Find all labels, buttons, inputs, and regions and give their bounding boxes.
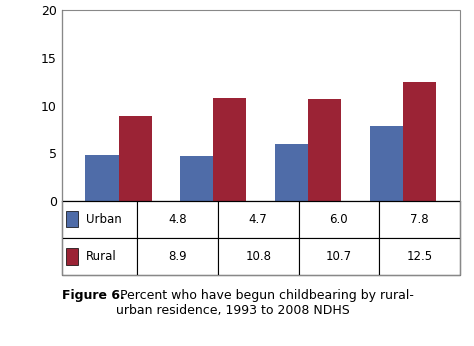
Text: Figure 6.: Figure 6. [62, 289, 124, 302]
Text: 10.7: 10.7 [326, 250, 352, 263]
Text: Urban: Urban [86, 213, 121, 226]
Bar [180, 156, 213, 201]
Text: Rural: Rural [86, 250, 117, 263]
Bar [379, 238, 460, 275]
Text: 7.8: 7.8 [410, 213, 429, 226]
Bar [66, 211, 79, 227]
Bar [62, 238, 137, 275]
Bar [118, 116, 152, 201]
Text: 4.7: 4.7 [249, 213, 268, 226]
Bar [62, 201, 137, 238]
Bar [370, 127, 403, 201]
Text: 12.5: 12.5 [406, 250, 433, 263]
Text: 6.0: 6.0 [329, 213, 348, 226]
Bar [299, 201, 379, 238]
Bar [137, 201, 218, 238]
Text: 10.8: 10.8 [245, 250, 271, 263]
Bar [218, 238, 299, 275]
Text: 8.9: 8.9 [168, 250, 187, 263]
Text: Percent who have begun childbearing by rural-
urban residence, 1993 to 2008 NDHS: Percent who have begun childbearing by r… [116, 289, 414, 317]
Text: 4.8: 4.8 [168, 213, 187, 226]
Bar [213, 98, 246, 201]
Bar [379, 201, 460, 238]
Bar [299, 238, 379, 275]
Bar [85, 155, 118, 201]
Bar [218, 201, 299, 238]
Bar [275, 144, 308, 201]
Bar [66, 248, 79, 265]
Bar [308, 99, 341, 201]
Bar [403, 82, 436, 201]
Bar [137, 238, 218, 275]
